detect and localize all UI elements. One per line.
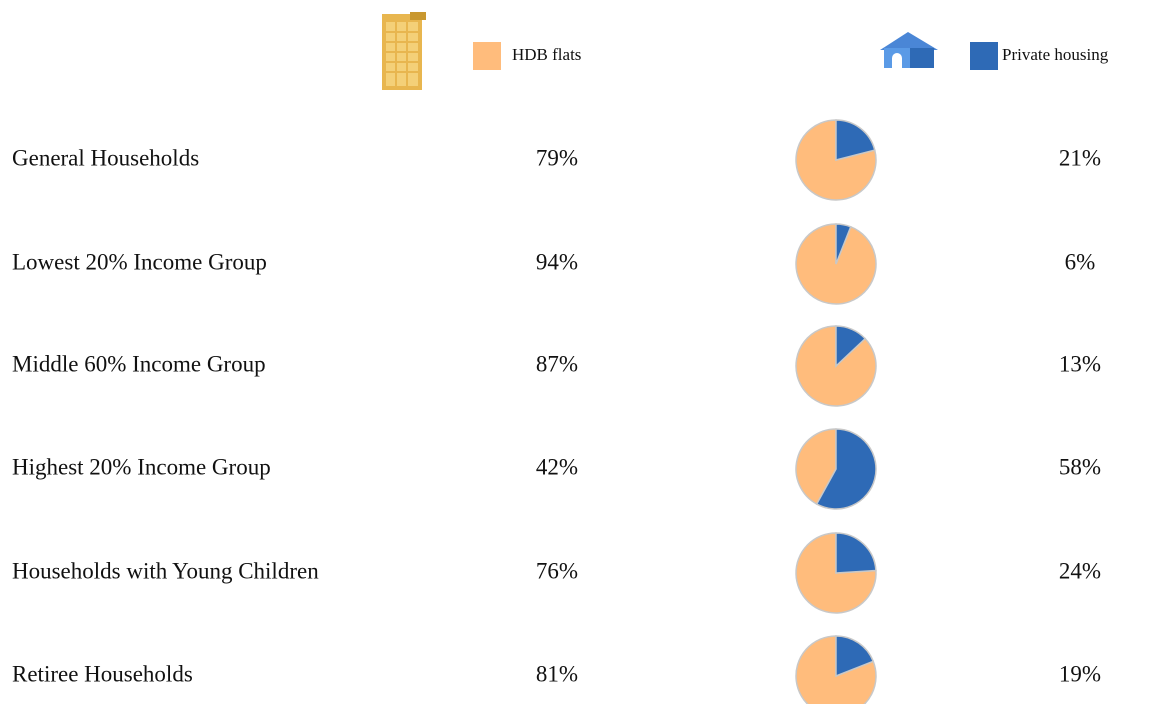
legend-swatch: [473, 42, 501, 70]
private-value-label: 21%: [1059, 145, 1101, 170]
row-label: Lowest 20% Income Group: [12, 249, 267, 274]
private-value-label: 13%: [1059, 351, 1101, 376]
pie-slice: [835, 325, 867, 368]
pie-slice: [835, 223, 852, 265]
legend-label: Private housing: [1002, 45, 1109, 64]
pie-slice: [815, 428, 877, 510]
pie-slice: [835, 119, 876, 161]
private-value-label: 19%: [1059, 661, 1101, 686]
hdb-value-label: 94%: [536, 249, 578, 274]
house-icon: [880, 32, 938, 68]
private-value-label: 58%: [1059, 454, 1101, 479]
legend-label: HDB flats: [512, 45, 581, 64]
hdb-value-label: 81%: [536, 661, 578, 686]
hdb-value-label: 87%: [536, 351, 578, 376]
row-label: Households with Young Children: [12, 558, 319, 583]
building-icon: [382, 12, 426, 90]
hdb-value-label: 79%: [536, 145, 578, 170]
pie-slice: [835, 635, 875, 678]
pie-slice: [835, 532, 877, 574]
hdb-value-label: 42%: [536, 454, 578, 479]
private-value-label: 6%: [1065, 249, 1096, 274]
hdb-value-label: 76%: [536, 558, 578, 583]
row-label: Retiree Households: [12, 661, 193, 686]
private-value-label: 24%: [1059, 558, 1101, 583]
pie-slice: [795, 428, 837, 506]
row-label: Highest 20% Income Group: [12, 454, 271, 479]
row-label: General Households: [12, 145, 199, 170]
legend-swatch: [970, 42, 998, 70]
row-label: Middle 60% Income Group: [12, 351, 266, 376]
